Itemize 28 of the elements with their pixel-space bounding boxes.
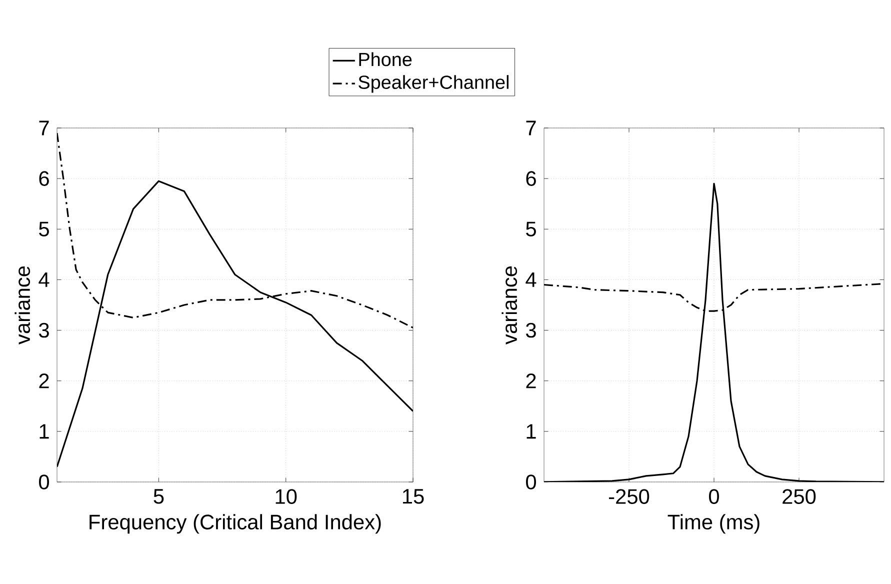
y-tick-label: 6: [39, 171, 49, 186]
y-tick-label: 0: [526, 474, 536, 490]
y-tick-label: 0: [39, 474, 50, 490]
y-tick-label: 4: [526, 272, 536, 287]
x-tick-label: -250: [608, 489, 650, 504]
y-tick-label: 3: [526, 322, 536, 338]
y-axis-title: variance: [502, 266, 518, 344]
y-tick-label: 2: [39, 374, 49, 388]
y-tick-label: 1: [40, 424, 49, 439]
y-axis-title: variance: [14, 266, 30, 344]
legend-label: Phone: [359, 52, 412, 66]
x-axis-title: Frequency (Critical Band Index): [90, 514, 381, 534]
y-tick-label: 6: [526, 171, 536, 186]
x-tick-label: 250: [782, 489, 816, 504]
y-tick-label: 5: [39, 222, 49, 236]
y-tick-label: 3: [39, 322, 49, 338]
y-tick-label: 7: [39, 120, 49, 136]
x-tick-label: 10: [276, 489, 297, 504]
x-axis-title: Time (ms): [668, 514, 760, 534]
legend-label: Speaker+Channel: [358, 75, 508, 93]
y-tick-label: 1: [526, 424, 536, 439]
y-tick-label: 4: [38, 272, 50, 287]
x-tick-label: 15: [402, 489, 424, 504]
y-tick-label: 5: [526, 222, 536, 236]
y-tick-label: 2: [526, 374, 536, 388]
y-tick-label: 7: [526, 120, 536, 136]
x-tick-label: 5: [154, 489, 164, 504]
x-tick-label: 0: [709, 489, 720, 504]
